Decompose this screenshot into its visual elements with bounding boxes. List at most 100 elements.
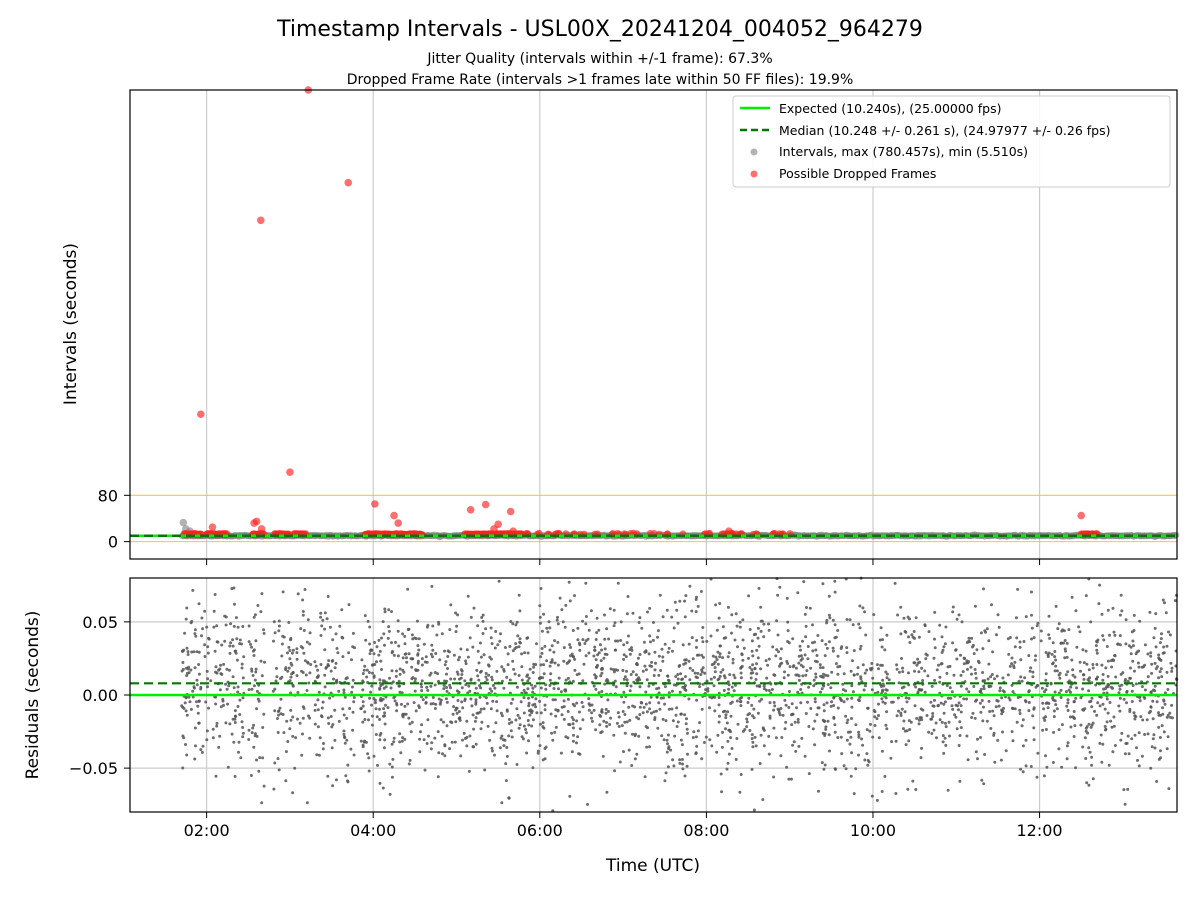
residual-point <box>581 638 585 642</box>
residual-point <box>696 671 700 675</box>
residual-point <box>417 706 421 709</box>
dropped-frame-point <box>466 505 475 514</box>
residual-point <box>635 662 638 666</box>
residual-point <box>884 723 888 727</box>
residual-point <box>257 699 261 703</box>
residual-point <box>1143 663 1147 667</box>
residual-point <box>642 705 646 709</box>
residual-point <box>631 670 635 674</box>
residual-point <box>1054 703 1058 707</box>
residual-point <box>1096 701 1100 705</box>
residual-point <box>1107 763 1111 767</box>
residual-point <box>366 752 370 756</box>
residual-point <box>247 738 251 741</box>
residual-point <box>848 618 852 622</box>
residual-point <box>390 669 394 673</box>
residual-point <box>234 649 238 653</box>
residual-point <box>881 638 884 642</box>
residual-point <box>514 642 518 646</box>
residual-point <box>667 747 670 750</box>
residual-point <box>459 754 463 758</box>
residual-point <box>1095 651 1099 655</box>
residual-point <box>531 718 535 722</box>
residual-point <box>505 709 509 713</box>
residual-point <box>1131 684 1135 687</box>
residual-point <box>481 619 485 623</box>
residual-point <box>566 710 570 713</box>
residual-point <box>938 675 942 679</box>
residual-point <box>907 696 911 700</box>
residual-point <box>698 685 702 689</box>
residual-point <box>985 719 989 723</box>
residual-point <box>867 760 871 764</box>
residual-point <box>517 674 521 677</box>
residual-point <box>734 612 738 616</box>
residual-point <box>1157 711 1160 715</box>
residual-point <box>1105 645 1109 648</box>
residual-point <box>976 737 979 741</box>
residual-point <box>981 647 985 651</box>
residual-point <box>387 608 391 612</box>
residual-point <box>1167 630 1170 634</box>
residual-point <box>1042 707 1046 711</box>
residual-point <box>762 684 766 688</box>
residual-point <box>552 650 556 654</box>
residual-point <box>901 666 905 670</box>
residual-point <box>306 661 310 665</box>
residual-point <box>578 727 582 731</box>
residual-point <box>684 722 688 726</box>
residual-point <box>871 735 875 739</box>
residual-point <box>522 688 526 692</box>
residual-point <box>1062 629 1066 633</box>
residual-point <box>1105 685 1109 689</box>
residual-point <box>823 734 827 737</box>
residual-point <box>1168 633 1172 637</box>
residual-point <box>889 756 893 760</box>
dropped-frame-point <box>509 527 517 536</box>
residual-point <box>481 632 485 635</box>
residual-point <box>296 691 300 694</box>
residual-point <box>241 731 245 735</box>
residual-point <box>914 788 918 791</box>
residual-point <box>570 715 574 719</box>
residual-point <box>823 654 827 658</box>
residual-point <box>825 701 829 705</box>
residual-point <box>373 698 377 702</box>
residual-point <box>760 697 764 701</box>
residual-point <box>733 676 737 680</box>
residual-point <box>382 632 386 636</box>
residual-point <box>383 714 386 718</box>
residual-point <box>1024 700 1028 704</box>
residual-point <box>893 581 897 585</box>
dropped-frame-point <box>1077 511 1086 520</box>
residual-point <box>1155 700 1159 704</box>
residual-point <box>1050 652 1054 656</box>
residual-point <box>989 675 993 679</box>
residual-point <box>614 639 617 643</box>
top-panel: 080 Intervals (seconds) Expected (10.240… <box>61 86 1180 565</box>
residual-point <box>740 653 744 657</box>
residual-point <box>1017 679 1021 683</box>
residual-point <box>388 792 392 796</box>
residual-point <box>511 697 515 701</box>
residual-point <box>571 739 575 743</box>
residual-point <box>206 677 210 681</box>
residual-point <box>1055 707 1059 711</box>
residual-point <box>231 675 235 679</box>
residual-point <box>848 742 852 746</box>
residual-point <box>1088 750 1092 754</box>
residual-point <box>851 623 855 627</box>
residual-point <box>259 659 263 663</box>
residual-point <box>465 648 469 652</box>
residual-point <box>821 675 825 679</box>
residual-point <box>195 683 199 687</box>
residual-point <box>880 645 884 649</box>
residual-point <box>947 720 951 724</box>
residual-point <box>218 688 222 692</box>
residual-point <box>459 647 463 651</box>
residual-point <box>987 662 991 666</box>
residual-point <box>833 767 837 771</box>
residual-point <box>260 674 264 678</box>
residual-point <box>199 685 203 689</box>
residual-point <box>869 722 872 726</box>
